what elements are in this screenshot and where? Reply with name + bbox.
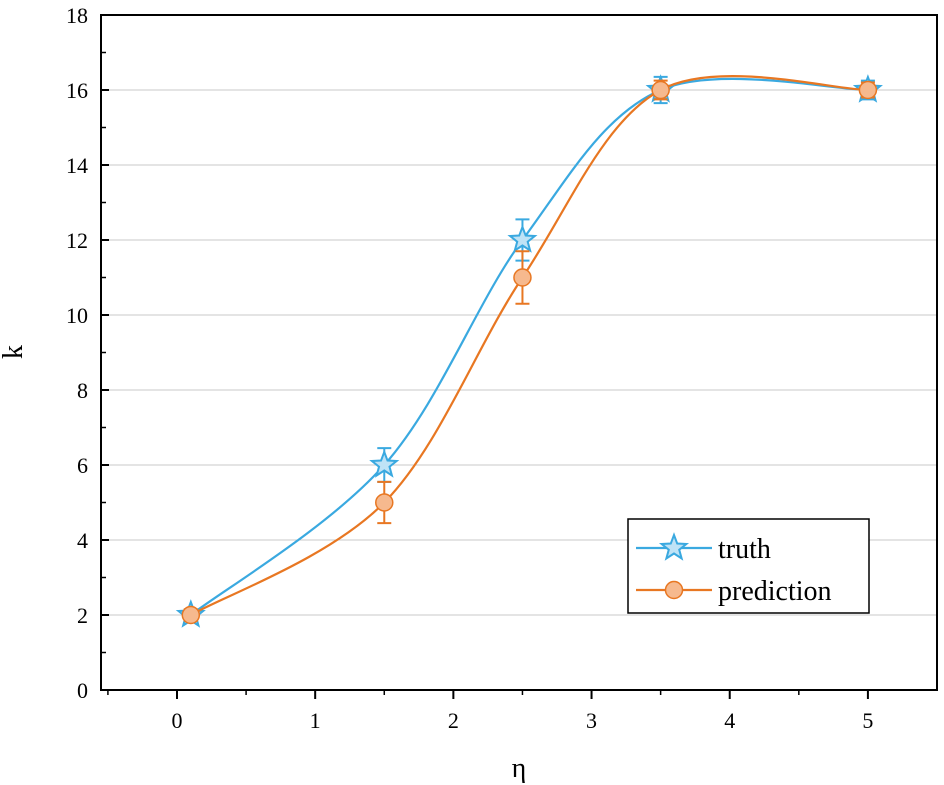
point-prediction-0 xyxy=(181,605,201,625)
point-prediction-4 xyxy=(858,80,878,100)
legend-label-truth: truth xyxy=(718,534,771,565)
legend-label-prediction: prediction xyxy=(718,576,832,607)
y-axis-title: k xyxy=(0,345,29,359)
y-tick-label: 8 xyxy=(77,378,88,403)
y-tick-label: 12 xyxy=(66,228,88,253)
legend-box xyxy=(627,518,870,614)
y-tick-label: 0 xyxy=(77,678,88,703)
x-tick-label: 3 xyxy=(586,708,597,733)
y-tick-label: 6 xyxy=(77,453,88,478)
x-tick-label: 2 xyxy=(448,708,459,733)
series-layer xyxy=(175,74,883,628)
x-tick-label: 5 xyxy=(862,708,873,733)
legend-marker-truth xyxy=(658,532,690,561)
x-tick-label: 1 xyxy=(310,708,321,733)
point-prediction-1 xyxy=(375,493,394,512)
point-prediction-2 xyxy=(513,268,532,287)
y-tick-label: 10 xyxy=(66,303,88,328)
point-truth-1 xyxy=(369,449,400,478)
x-tick-label: 4 xyxy=(724,708,735,733)
point-prediction-3 xyxy=(651,80,670,100)
legend-marker-prediction xyxy=(664,580,684,600)
y-tick-label: 14 xyxy=(66,153,88,178)
y-tick-label: 18 xyxy=(66,3,88,28)
point-truth-2 xyxy=(507,224,538,253)
x-tick-label: 0 xyxy=(172,708,183,733)
legend: truth prediction xyxy=(627,518,870,614)
y-tick-label: 16 xyxy=(66,78,88,103)
legend-items xyxy=(636,532,712,600)
y-tick-label: 4 xyxy=(77,528,88,553)
y-tick-label: 2 xyxy=(77,603,88,628)
series-prediction xyxy=(181,75,878,625)
x-axis-title: η xyxy=(512,753,527,784)
